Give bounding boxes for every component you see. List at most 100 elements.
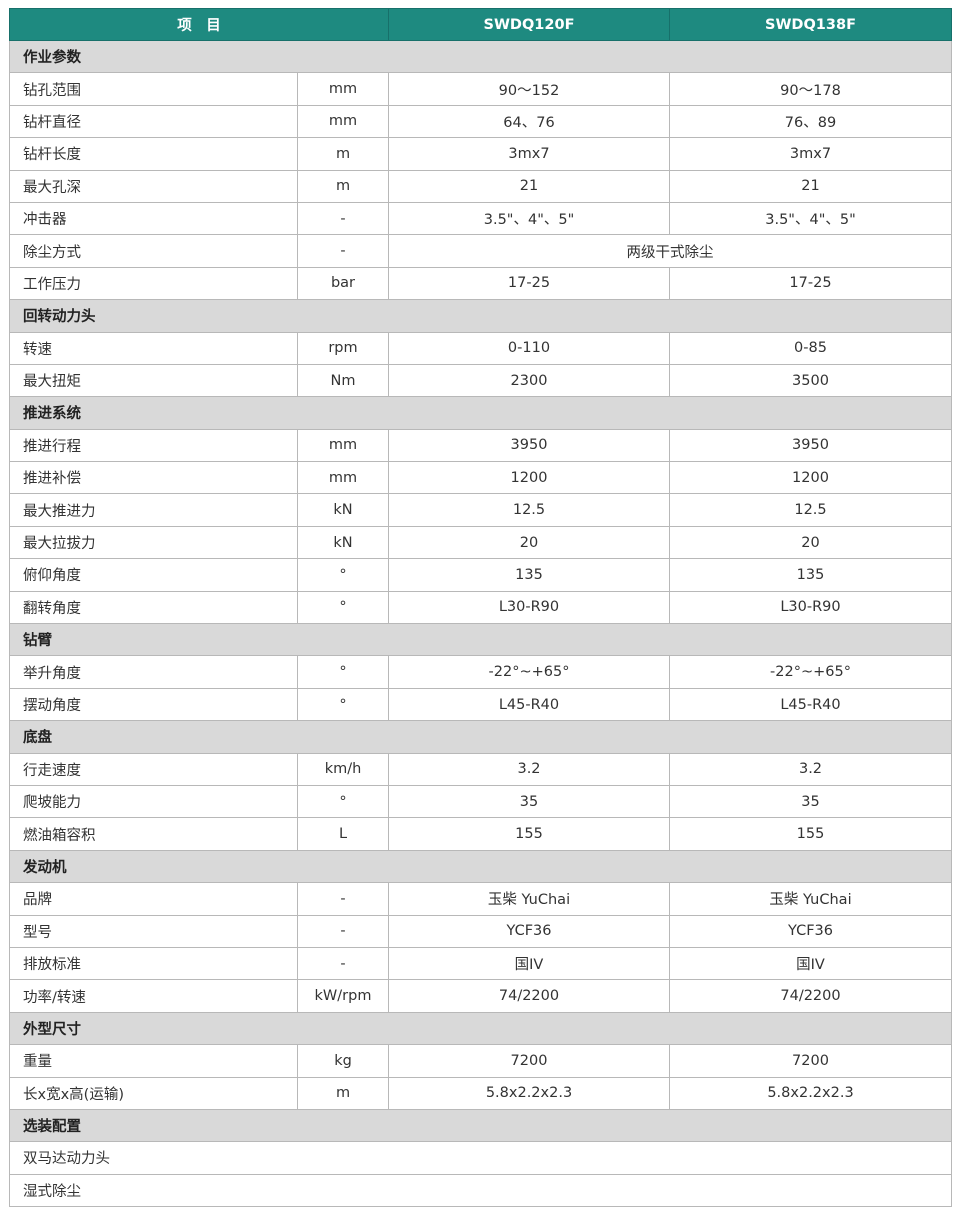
table-row: 长x宽x高(运输) m 5.8x2.2x2.3 5.8x2.2x2.3 [9,1076,952,1110]
table-row: 最大拉拔力 kN 20 20 [9,525,952,560]
param-value-model-1: YCF36 [388,914,670,948]
spec-body: 作业参数 钻孔范围 mm 90～152 90～178 钻杆直径 mm 64、76 76、89 钻杆… [9,39,952,1208]
section-title: 作业参数 [9,39,952,74]
param-unit: ° [297,784,389,819]
param-value-model-1: 155 [388,817,670,851]
table-row: 湿式除尘 [9,1173,952,1208]
param-unit: - [297,234,389,268]
param-unit: L [297,817,389,851]
param-unit: - [297,914,389,948]
param-name: 推进补偿 [9,461,298,495]
param-name: 型号 [9,914,298,948]
param-value-model-1: -22°~+65° [388,655,670,689]
param-value-model-1: 12.5 [388,493,670,527]
table-row: 转速 rpm 0-110 0-85 [9,331,952,365]
table-row: 翻转角度 ° L30-R90 L30-R90 [9,590,952,625]
param-value-model-1: 17-25 [388,266,670,301]
param-value-model-1: 135 [388,558,670,592]
param-unit: m [297,169,389,203]
param-unit: Nm [297,363,389,398]
param-value-model-2: 3.2 [669,752,952,786]
param-unit: kN [297,525,389,560]
table-row: 冲击器 -3.5"、4"、5" 3.5"、4"、5" [9,201,952,236]
param-name: 冲击器 [9,201,298,236]
param-unit: mm [297,104,389,139]
param-value-model-2: 国IV [669,946,952,981]
param-unit: m [297,137,389,171]
param-name: 功率/转速 [9,979,298,1013]
table-row: 钻杆长度 m 3mx7 3mx7 [9,137,952,171]
param-unit: ° [297,558,389,592]
param-name: 爬坡能力 [9,784,298,819]
param-value-model-2: 3mx7 [669,137,952,171]
param-value-model-2: 3500 [669,363,952,398]
table-row: 功率/转速 kW/rpm 74/2200 74/2200 [9,979,952,1013]
param-name: 重量 [9,1044,298,1078]
param-value-model-2: 76、89 [669,104,952,139]
param-value-model-1: 7200 [388,1044,670,1078]
param-value-model-2: 0-85 [669,331,952,365]
header-item: 项 目 [9,8,389,41]
table-row: 排放标准 - 国IV 国IV [9,946,952,981]
section-title: 推进系统 [9,396,952,430]
param-unit: mm [297,461,389,495]
table-row: 除尘方式 - 两级干式除尘 [9,234,952,268]
section-row: 外型尺寸 [9,1011,952,1046]
param-value-model-2: 3950 [669,428,952,463]
param-value-model-2: 12.5 [669,493,952,527]
param-name: 最大推进力 [9,493,298,527]
param-value-model-2: -22°~+65° [669,655,952,689]
section-title: 发动机 [9,849,952,884]
table-row: 双马达动力头 [9,1141,952,1175]
param-name: 钻杆直径 [9,104,298,139]
table-row: 最大推进力 kN 12.5 12.5 [9,493,952,527]
param-unit: kN [297,493,389,527]
param-value-model-2: 21 [669,169,952,203]
table-row: 推进补偿 mm 1200 1200 [9,461,952,495]
param-value-model-1: L45-R40 [388,687,670,722]
param-value-model-1: 64、76 [388,104,670,139]
param-value-model-1: 3950 [388,428,670,463]
param-value-model-1: 3mx7 [388,137,670,171]
param-unit: ° [297,655,389,689]
param-name: 摆动角度 [9,687,298,722]
param-value-model-2: 74/2200 [669,979,952,1013]
param-value-model-2: 玉柴 YuChai [669,882,952,916]
table-row: 推进行程 mm 3950 3950 [9,428,952,463]
param-value-model-2: 7200 [669,1044,952,1078]
param-name: 最大拉拔力 [9,525,298,560]
param-unit: mm [297,428,389,463]
table-row: 爬坡能力 ° 35 35 [9,784,952,819]
option-name: 双马达动力头 [9,1141,952,1175]
param-name: 钻孔范围 [9,72,298,106]
section-row: 回转动力头 [9,299,952,333]
param-value-model-1: 35 [388,784,670,819]
param-unit: ° [297,590,389,625]
param-value-model-2: 35 [669,784,952,819]
param-name: 翻转角度 [9,590,298,625]
table-row: 举升角度 ° -22°~+65° -22°~+65° [9,655,952,689]
section-title: 选装配置 [9,1108,952,1143]
section-row: 作业参数 [9,39,952,74]
table-row: 品牌 - 玉柴 YuChai 玉柴 YuChai [9,882,952,916]
param-value-model-2: YCF36 [669,914,952,948]
param-value-model-2: 155 [669,817,952,851]
param-unit: - [297,946,389,981]
param-value-model-2: L30-R90 [669,590,952,625]
param-value-model-1: 3.5"、4"、5" [388,201,670,236]
param-name: 举升角度 [9,655,298,689]
table-row: 工作压力 bar 17-25 17-25 [9,266,952,301]
param-value-model-2: 3.5"、4"、5" [669,201,952,236]
param-unit: mm [297,72,389,106]
header-row: 项 目 SWDQ120F SWDQ138F [9,8,952,41]
param-value-model-1: 0-110 [388,331,670,365]
param-unit: rpm [297,331,389,365]
param-value-model-2: L45-R40 [669,687,952,722]
section-title: 钻臂 [9,623,952,657]
param-value-model-1: 玉柴 YuChai [388,882,670,916]
param-name: 燃油箱容积 [9,817,298,851]
param-name: 最大扭矩 [9,363,298,398]
param-unit: - [297,882,389,916]
param-name: 钻杆长度 [9,137,298,171]
section-title: 外型尺寸 [9,1011,952,1046]
